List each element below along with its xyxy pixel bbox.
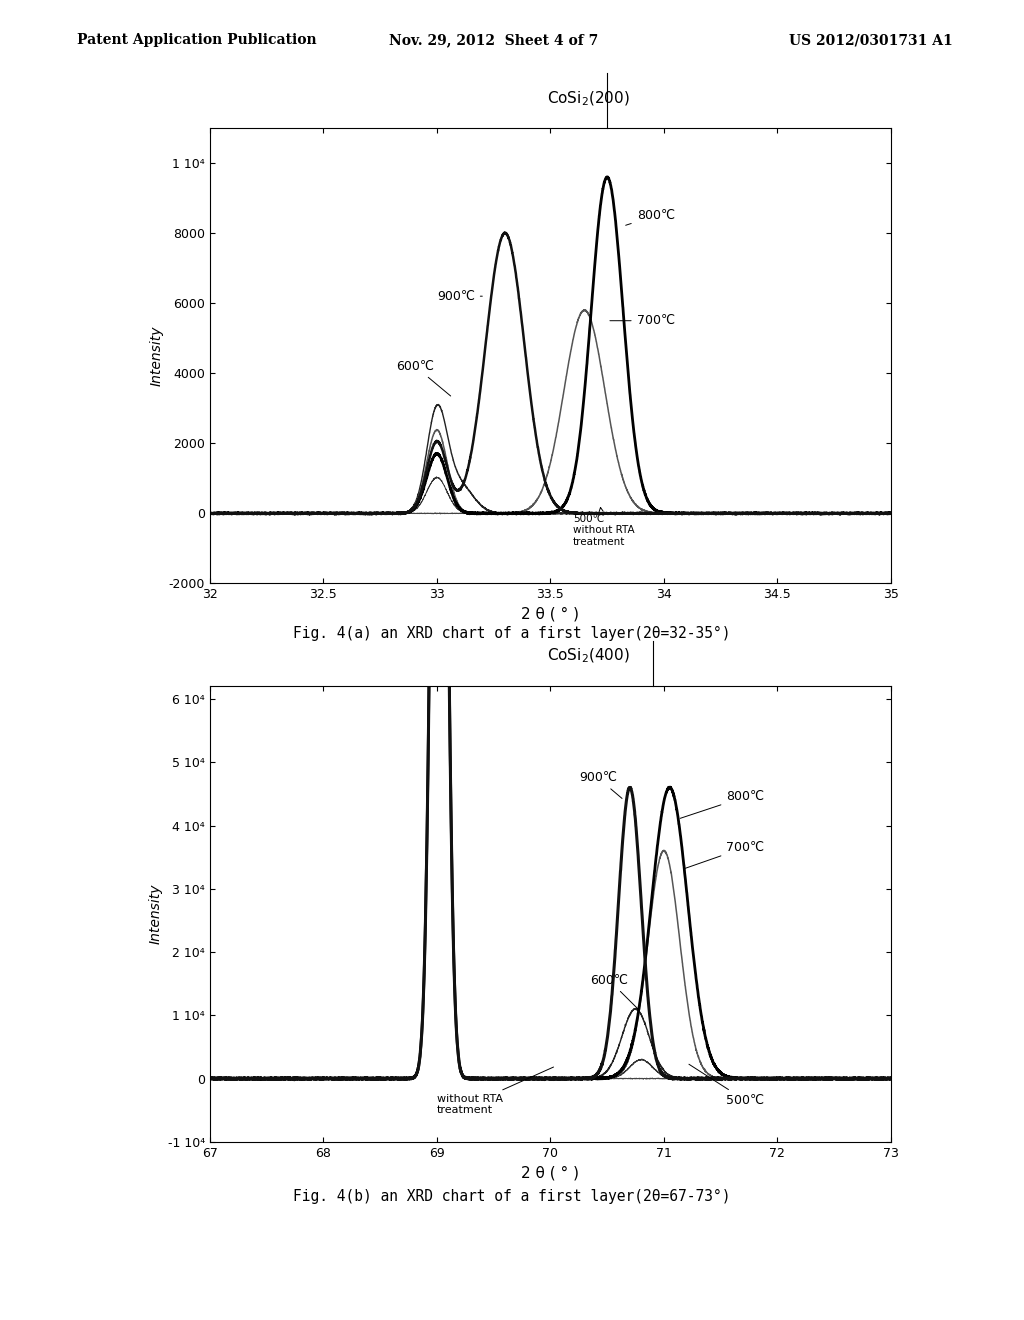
Text: 600℃: 600℃ — [396, 360, 451, 396]
Text: Fig. 4(b) an XRD chart of a first layer(2θ=67-73°): Fig. 4(b) an XRD chart of a first layer(… — [293, 1189, 731, 1204]
Text: CoSi$_2$(400): CoSi$_2$(400) — [548, 647, 630, 665]
Text: without RTA
treatment: without RTA treatment — [437, 1067, 554, 1115]
Text: 700℃: 700℃ — [610, 314, 675, 327]
Text: 500℃: 500℃ — [689, 1064, 764, 1107]
Text: 900℃: 900℃ — [437, 289, 482, 302]
Text: Nov. 29, 2012  Sheet 4 of 7: Nov. 29, 2012 Sheet 4 of 7 — [389, 33, 598, 48]
Y-axis label: Intensity: Intensity — [148, 884, 162, 944]
Text: Fig. 4(a) an XRD chart of a first layer(2θ=32-35°): Fig. 4(a) an XRD chart of a first layer(… — [293, 626, 731, 640]
Y-axis label: Intensity: Intensity — [150, 326, 163, 385]
Text: 800℃: 800℃ — [626, 209, 675, 226]
Text: Patent Application Publication: Patent Application Publication — [77, 33, 316, 48]
Text: 600℃: 600℃ — [590, 974, 639, 1010]
Text: 900℃: 900℃ — [579, 771, 622, 799]
X-axis label: 2 θ ( ° ): 2 θ ( ° ) — [521, 1166, 580, 1180]
Text: US 2012/0301731 A1: US 2012/0301731 A1 — [788, 33, 952, 48]
Text: 800℃: 800℃ — [680, 791, 764, 818]
X-axis label: 2 θ ( ° ): 2 θ ( ° ) — [521, 607, 580, 622]
Text: CoSi$_2$(200): CoSi$_2$(200) — [548, 90, 630, 108]
Text: 700℃: 700℃ — [684, 841, 764, 869]
Text: 500℃
without RTA
treatment: 500℃ without RTA treatment — [573, 507, 635, 546]
